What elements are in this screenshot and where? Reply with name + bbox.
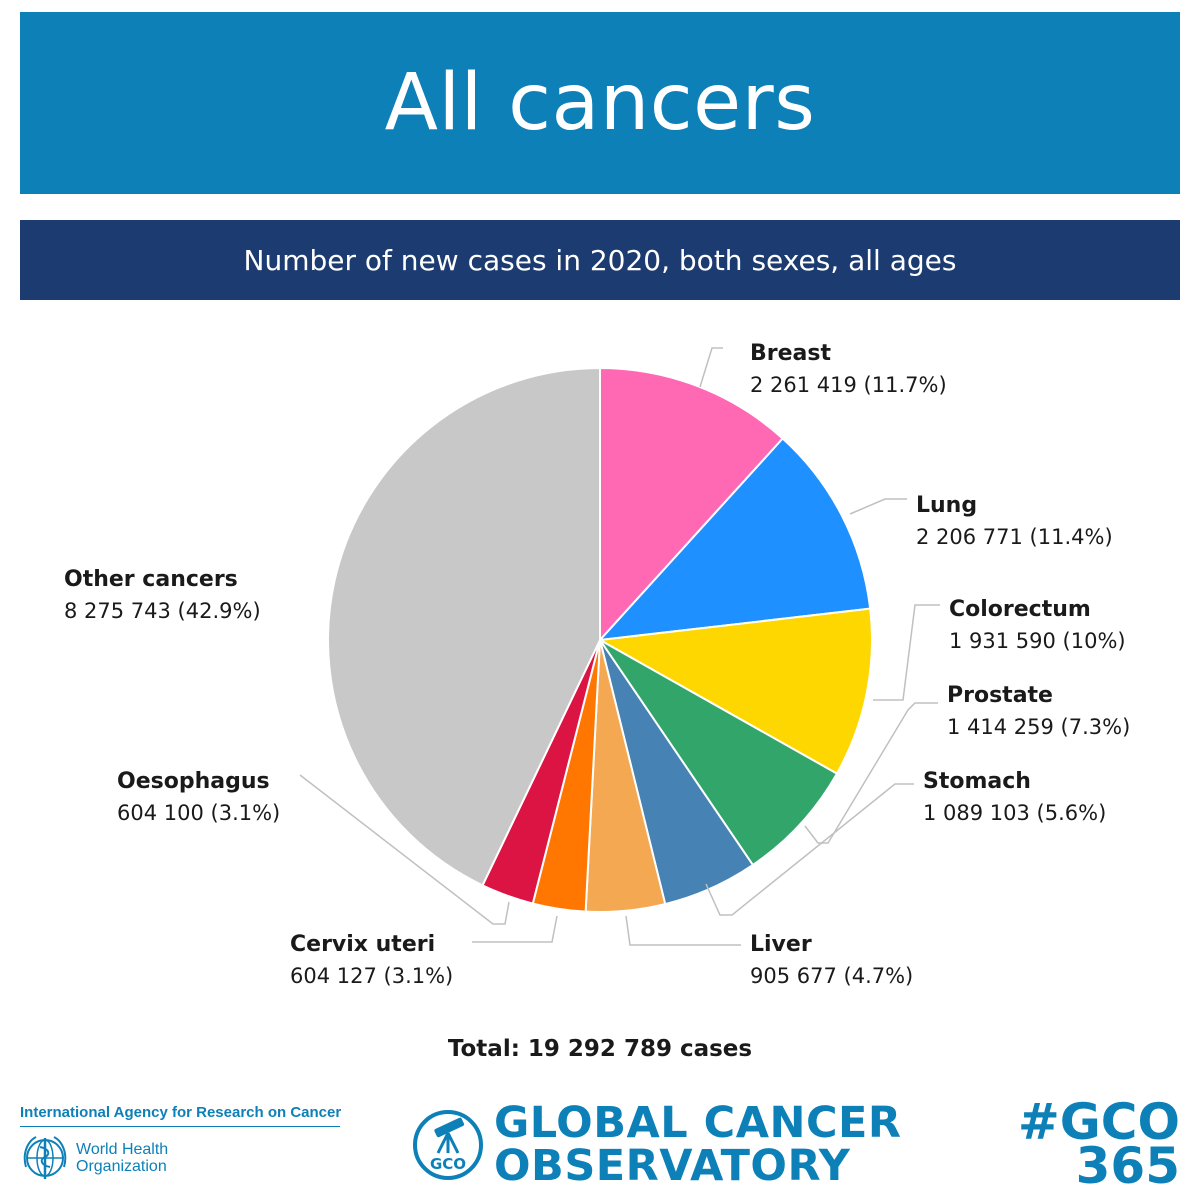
- slice-label-prostate: Prostate: [947, 683, 1053, 708]
- leader-line-lung: [849, 498, 907, 515]
- slice-value-stomach: 1 089 103 (5.6%): [923, 801, 1106, 825]
- slice-value-oesophagus: 604 100 (3.1%): [117, 801, 280, 825]
- slice-label-cervix-uteri: Cervix uteri: [290, 932, 435, 957]
- hashtag-line2: 365: [1075, 1137, 1180, 1195]
- hashtag-line1: #GCO: [1017, 1093, 1180, 1151]
- pie-slice-colorectum: [596, 607, 873, 775]
- slice-label-liver: Liver: [750, 932, 812, 957]
- leader-line-prostate: [804, 702, 938, 844]
- gco-logo[interactable]: GCO GLOBAL CANCER OBSERVATORY: [412, 1102, 902, 1188]
- slice-value-cervix-uteri: 604 127 (3.1%): [290, 964, 453, 988]
- slice-label-oesophagus: Oesophagus: [117, 769, 270, 794]
- leader-line-oesophagus: [299, 774, 510, 925]
- who-name: World Health Organization: [76, 1141, 168, 1175]
- pie-slice-prostate: [599, 639, 839, 867]
- subtitle-banner: Number of new cases in 2020, both sexes,…: [20, 220, 1180, 300]
- gco-name-line1: GLOBAL CANCER: [494, 1098, 902, 1148]
- slice-value-liver: 905 677 (4.7%): [750, 964, 913, 988]
- slice-value-lung: 2 206 771 (11.4%): [916, 525, 1113, 549]
- slice-label-stomach: Stomach: [923, 769, 1031, 794]
- pie-slice-breast: [599, 366, 785, 643]
- slice-value-other-cancers: 8 275 743 (42.9%): [64, 599, 261, 623]
- who-emblem-icon: [23, 1136, 67, 1179]
- pie-slice-other-cancers: [327, 366, 601, 887]
- chart-subtitle: Number of new cases in 2020, both sexes,…: [243, 243, 957, 277]
- who-name-line2: Organization: [76, 1158, 167, 1175]
- slice-label-breast: Breast: [750, 341, 831, 366]
- slice-value-prostate: 1 414 259 (7.3%): [947, 715, 1130, 739]
- footer-partners: International Agency for Research on Can…: [20, 1104, 341, 1183]
- leader-line-breast: [699, 347, 723, 388]
- iarc-name[interactable]: International Agency for Research on Can…: [20, 1104, 341, 1127]
- slice-value-colorectum: 1 931 590 (10%): [949, 629, 1126, 653]
- title-banner: All cancers: [20, 12, 1180, 194]
- gco-emblem-text: GCO: [430, 1155, 466, 1173]
- total-cases: Total: 19 292 789 cases: [447, 1036, 753, 1062]
- leader-line-colorectum: [873, 604, 940, 701]
- leader-line-stomach: [705, 783, 914, 916]
- page-title: All cancers: [384, 58, 816, 148]
- slice-label-other-cancers: Other cancers: [64, 567, 238, 592]
- slice-value-breast: 2 261 419 (11.7%): [750, 373, 947, 397]
- slice-label-colorectum: Colorectum: [949, 597, 1091, 622]
- who-logo[interactable]: World Health Organization: [20, 1133, 340, 1183]
- gco-name: GLOBAL CANCER OBSERVATORY: [494, 1102, 902, 1188]
- hashtag[interactable]: #GCO 365: [1017, 1093, 1180, 1195]
- who-name-line1: World Health: [76, 1141, 169, 1158]
- leader-line-cervix-uteri: [472, 915, 558, 943]
- leader-line-liver: [625, 915, 741, 946]
- gco-name-line2: OBSERVATORY: [494, 1141, 851, 1191]
- slice-label-lung: Lung: [916, 493, 977, 518]
- telescope-icon: GCO: [413, 1110, 483, 1180]
- pie-slice-lung: [597, 437, 872, 642]
